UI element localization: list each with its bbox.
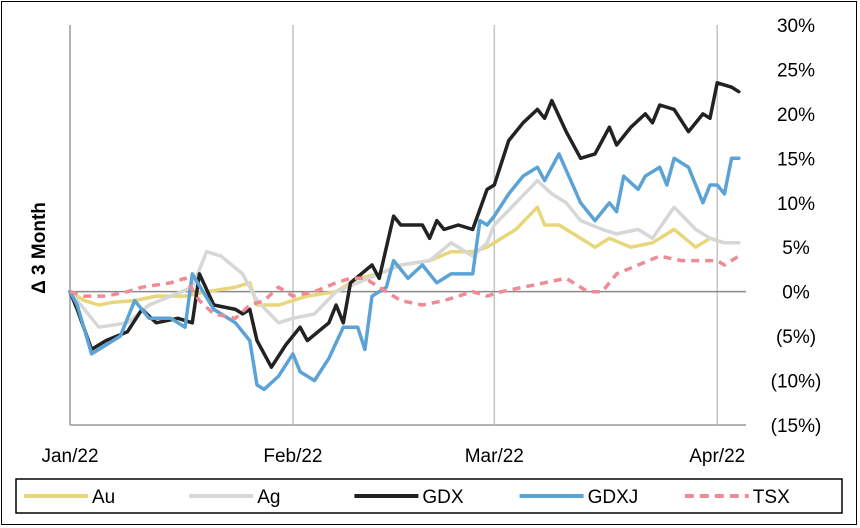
series-layer	[68, 81, 741, 392]
x-tick-label: Mar/22	[465, 446, 524, 467]
series-line-tsx	[69, 254, 740, 321]
y-tick-label: 20%	[777, 105, 815, 126]
y-tick-label: 5%	[782, 238, 810, 259]
series-line-ag	[68, 178, 741, 329]
y-tick-label: 30%	[777, 16, 815, 37]
y-tick-label: 25%	[777, 60, 815, 81]
legend-label-gdx: GDX	[422, 487, 464, 508]
y-tick-label: (10%)	[771, 372, 822, 393]
legend-label-gdxj: GDXJ	[588, 487, 639, 508]
legend-label-ag: Ag	[257, 487, 280, 508]
legend: Au Ag GDX GDXJ TSX	[15, 478, 843, 514]
legend-label-au: Au	[92, 487, 115, 508]
series-line-gdxj	[68, 152, 741, 392]
series-line-au	[68, 205, 741, 307]
x-tick-label: Feb/22	[263, 446, 322, 467]
y-tick-label: (5%)	[776, 327, 816, 348]
y-axis-title: Δ 3 Month	[29, 202, 50, 294]
y-tick-label: 10%	[777, 194, 815, 215]
y-tick-label: 15%	[777, 149, 815, 170]
y-tick-labels: 30% 25% 20% 15% 10% 5% 0% (5%) (10%) (15%)	[771, 16, 822, 437]
y-tick-label: (15%)	[771, 416, 822, 437]
x-tick-label: Jan/22	[41, 446, 98, 467]
x-tick-label: Apr/22	[689, 446, 745, 467]
series-line-gdx	[68, 81, 741, 369]
legend-label-tsx: TSX	[753, 487, 790, 508]
y-tick-label: 0%	[782, 283, 810, 304]
x-tick-labels: Jan/22 Feb/22 Mar/22 Apr/22	[41, 446, 745, 467]
grid-layer	[69, 25, 746, 426]
